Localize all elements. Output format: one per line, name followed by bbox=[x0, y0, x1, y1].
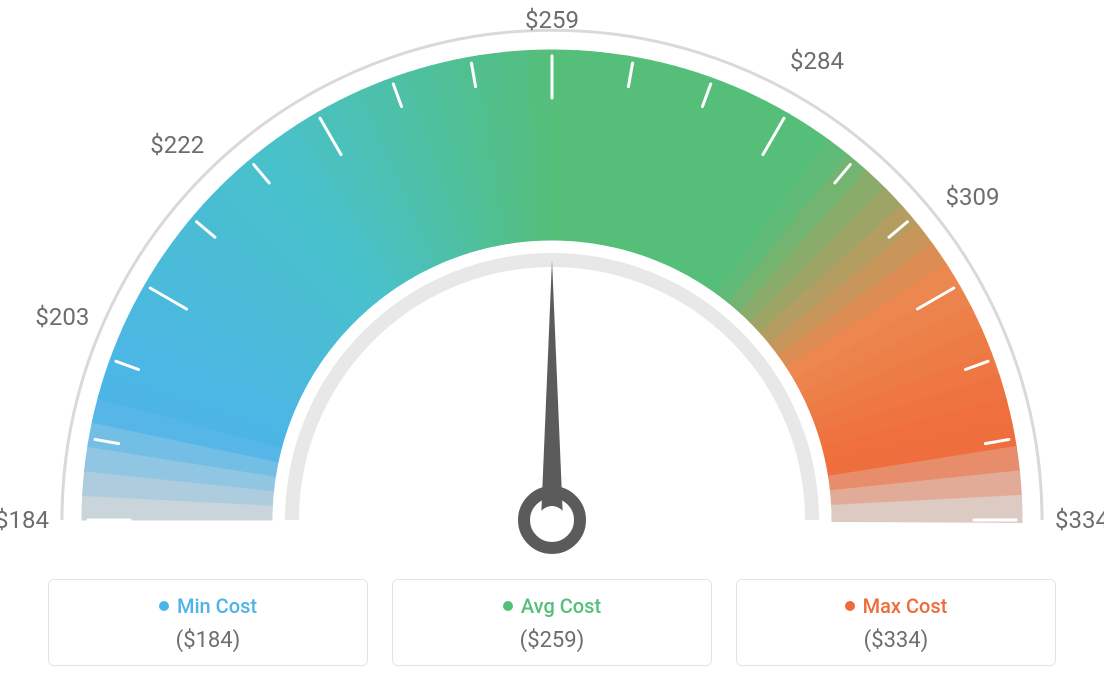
legend-card-avg: Avg Cost ($259) bbox=[392, 579, 712, 666]
gauge-tick-label: $184 bbox=[0, 506, 49, 534]
legend-value-min: ($184) bbox=[59, 628, 357, 653]
legend-row: Min Cost ($184) Avg Cost ($259) Max Cost… bbox=[0, 579, 1104, 666]
legend-title-min-text: Min Cost bbox=[177, 594, 257, 618]
gauge-tick-label: $203 bbox=[35, 303, 89, 331]
gauge-tick-label: $334 bbox=[1055, 506, 1104, 534]
legend-title-max: Max Cost bbox=[845, 594, 948, 618]
gauge-svg bbox=[0, 0, 1104, 560]
legend-card-min: Min Cost ($184) bbox=[48, 579, 368, 666]
gauge-chart: $184 $203 $222 $259 $284 $309 $334 bbox=[0, 0, 1104, 560]
gauge-tick-label: $259 bbox=[525, 6, 579, 34]
gauge-tick-label: $309 bbox=[945, 183, 999, 211]
legend-title-max-text: Max Cost bbox=[863, 594, 948, 618]
gauge-tick-label: $284 bbox=[790, 47, 844, 75]
legend-title-min: Min Cost bbox=[159, 594, 257, 618]
dot-icon bbox=[159, 601, 169, 611]
legend-title-avg-text: Avg Cost bbox=[521, 594, 601, 618]
legend-value-max: ($334) bbox=[747, 628, 1045, 653]
gauge-tick-label: $222 bbox=[150, 131, 204, 159]
legend-card-max: Max Cost ($334) bbox=[736, 579, 1056, 666]
dot-icon bbox=[503, 601, 513, 611]
legend-title-avg: Avg Cost bbox=[503, 594, 601, 618]
dot-icon bbox=[845, 601, 855, 611]
legend-value-avg: ($259) bbox=[403, 628, 701, 653]
